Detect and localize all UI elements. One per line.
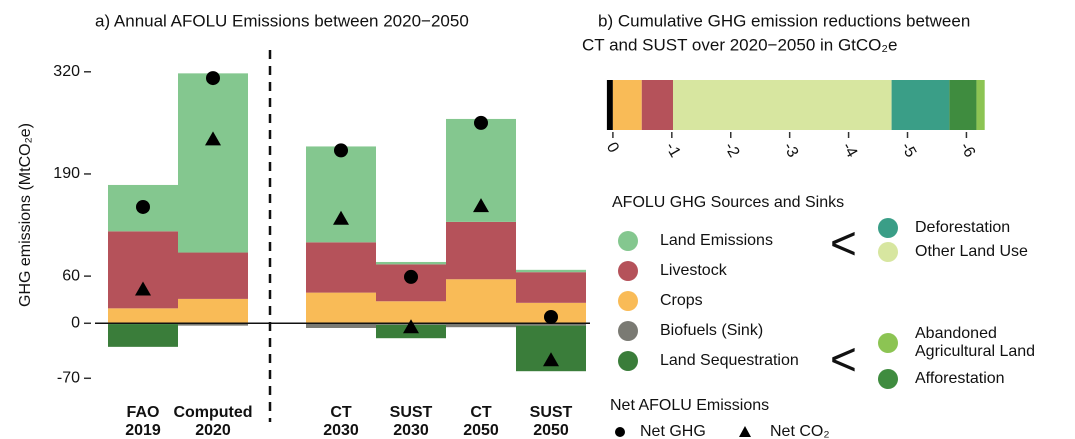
bar-segment — [306, 146, 376, 243]
net-marker — [474, 115, 488, 130]
x-tick-label: -5 — [897, 140, 919, 161]
legend-label: Afforestation — [915, 370, 1005, 387]
x-tick-label: SUST — [530, 404, 573, 421]
legend-label-box: Abandoned Agricultural Land — [915, 325, 1036, 360]
bar-segment — [672, 80, 892, 130]
y-tick-label: 320 — [53, 63, 80, 80]
brace: < — [830, 333, 857, 385]
legend-label: Other Land Use — [915, 243, 1028, 260]
x-tick-label: Computed — [173, 404, 252, 421]
bar-segment — [612, 80, 642, 130]
bar-segment — [306, 242, 376, 293]
x-tick-label: FAO — [127, 404, 160, 421]
x-tick-label: CT — [470, 404, 492, 421]
bar-segment — [376, 301, 446, 324]
net-marker — [543, 352, 559, 367]
x-tick-label: 2050 — [463, 422, 499, 439]
x-tick-label: 2020 — [195, 422, 231, 439]
net-marker — [403, 319, 419, 334]
bar-segment — [178, 252, 248, 299]
legend-label: Crops — [660, 292, 703, 309]
bar-segment — [108, 324, 178, 347]
legend-label: Land Emissions — [660, 232, 773, 249]
bar-segment — [178, 298, 248, 324]
legend-label: Deforestation — [915, 219, 1010, 236]
x-tick-label: -1 — [662, 140, 684, 161]
bar-segment — [306, 323, 376, 328]
x-tick-label: -6 — [956, 140, 978, 161]
brace: < — [830, 217, 857, 269]
legend-swatch — [878, 333, 898, 353]
bar-segment — [306, 292, 376, 324]
bar-segment — [976, 80, 985, 130]
legend-swatch — [878, 369, 898, 389]
legend-label: Land Sequestration — [660, 352, 799, 369]
bar-segment — [446, 279, 516, 324]
bar-segment — [446, 323, 516, 328]
x-tick-label: 2019 — [125, 422, 161, 439]
legend-swatch — [615, 427, 625, 437]
panel-b-title: b) Cumulative GHG emission reductions be… — [598, 11, 970, 30]
legend-swatch — [739, 426, 751, 437]
x-tick-label: SUST — [390, 404, 433, 421]
x-tick-label: 0 — [603, 140, 622, 156]
net-marker — [333, 210, 349, 225]
y-tick-label: 0 — [71, 314, 80, 331]
x-tick-label: 2050 — [533, 422, 569, 439]
legend-swatch — [618, 231, 638, 251]
legend-label: Net CO₂ — [770, 423, 830, 439]
legend-label: Net GHG — [640, 423, 706, 439]
y-tick-label: 190 — [53, 165, 80, 182]
bar-segment — [178, 73, 248, 253]
net-marker — [206, 71, 220, 86]
bar-segment — [108, 308, 178, 324]
x-tick-label: 2030 — [323, 422, 359, 439]
net-marker — [135, 281, 151, 296]
x-tick-label: 2030 — [393, 422, 429, 439]
bar-segment — [108, 231, 178, 309]
legend-label: Livestock — [660, 262, 728, 279]
net-marker — [205, 131, 221, 146]
bar-segment — [891, 80, 950, 130]
legend-swatch — [618, 321, 638, 341]
x-tick-label: -3 — [780, 140, 802, 161]
bar-segment — [516, 323, 586, 326]
bar-segment — [178, 323, 248, 326]
legend-swatch — [878, 218, 898, 238]
panel-b-title: CT and SUST over 2020−2050 in GtCO₂e — [582, 35, 897, 54]
bar-segment — [446, 221, 516, 280]
bar-segment — [516, 269, 586, 273]
legend-swatch — [878, 242, 898, 262]
y-tick-label: -70 — [57, 370, 80, 387]
legend-title: AFOLU GHG Sources and Sinks — [612, 194, 844, 211]
panel-a-title: a) Annual AFOLU Emissions between 2020−2… — [95, 11, 469, 30]
net-marker — [404, 269, 418, 284]
legend-title: Net AFOLU Emissions — [610, 397, 769, 414]
net-marker — [136, 199, 150, 214]
net-marker — [334, 143, 348, 158]
bar-segment — [516, 272, 586, 303]
net-marker — [544, 309, 558, 324]
bar-segment — [641, 80, 673, 130]
net-marker — [473, 198, 489, 213]
x-tick-label: CT — [330, 404, 352, 421]
legend-label: Abandoned Agricultural Land — [915, 325, 1036, 360]
y-tick-label: 60 — [62, 267, 80, 284]
x-tick-label: -4 — [838, 140, 860, 161]
y-axis-label: GHG emissions (MtCO₂e) — [17, 123, 34, 307]
x-tick-label: -2 — [721, 140, 743, 161]
bar-segment — [376, 261, 446, 265]
legend-swatch — [618, 291, 638, 311]
legend-swatch — [618, 351, 638, 371]
legend-swatch — [618, 261, 638, 281]
legend-label: Biofuels (Sink) — [660, 322, 763, 339]
bar-segment — [949, 80, 977, 130]
bar-edge — [606, 80, 613, 130]
